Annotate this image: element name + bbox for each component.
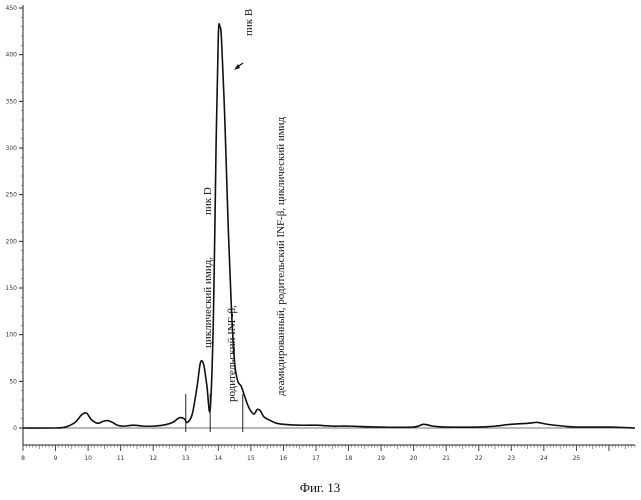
x-tick-label: 9 xyxy=(54,455,58,462)
x-axis-ticks: 8 9 10 11 12 13 14 15 16 17 18 19 20 21 22 23 24 25 xyxy=(21,445,635,462)
x-tick-label: 17 xyxy=(312,455,320,462)
x-tick-label: 16 xyxy=(280,455,288,462)
x-tick-label: 21 xyxy=(442,455,450,462)
x-tick-label: 20 xyxy=(410,455,418,462)
y-axis-ticks: 0 50 100 150 200 250 300 350 400 450 xyxy=(6,5,23,432)
y-tick-label: 200 xyxy=(6,238,18,245)
figure-caption: Фиг. 13 xyxy=(300,480,341,495)
x-tick-label: 8 xyxy=(21,455,25,462)
y-tick-label: 50 xyxy=(9,378,17,385)
x-tick-label: 22 xyxy=(475,455,483,462)
y-tick-label: 0 xyxy=(13,425,17,432)
annotation-peak-b: пик B xyxy=(243,9,255,36)
y-tick-label: 250 xyxy=(6,192,18,199)
x-tick-label: 11 xyxy=(117,455,125,462)
x-tick-label: 18 xyxy=(345,455,353,462)
x-tick-label: 15 xyxy=(247,455,255,462)
y-tick-label: 350 xyxy=(6,98,18,105)
x-tick-label: 14 xyxy=(214,455,222,462)
annotation-parent-inf: родительский INF-β, xyxy=(226,305,238,402)
x-tick-label: 24 xyxy=(540,455,548,462)
peak-arrow-icon xyxy=(234,63,243,70)
y-tick-label: 300 xyxy=(6,145,18,152)
x-tick-label: 13 xyxy=(182,455,190,462)
x-tick-label: 10 xyxy=(84,455,92,462)
y-tick-label: 400 xyxy=(6,52,18,59)
chromatogram-trace xyxy=(23,24,635,428)
annotation-deamidated: деамидированный, родительский INF-β, цик… xyxy=(275,116,287,396)
x-tick-label: 19 xyxy=(377,455,385,462)
x-tick-label: 25 xyxy=(573,455,581,462)
x-tick-label: 23 xyxy=(507,455,515,462)
annotation-cyclic-imide: циклический имид, xyxy=(202,257,214,348)
y-tick-label: 450 xyxy=(6,5,18,12)
y-tick-label: 100 xyxy=(6,332,18,339)
chart-axes xyxy=(23,5,635,445)
annotation-peak-d: пик D xyxy=(202,187,214,215)
y-tick-label: 150 xyxy=(6,285,18,292)
x-tick-label: 12 xyxy=(149,455,157,462)
